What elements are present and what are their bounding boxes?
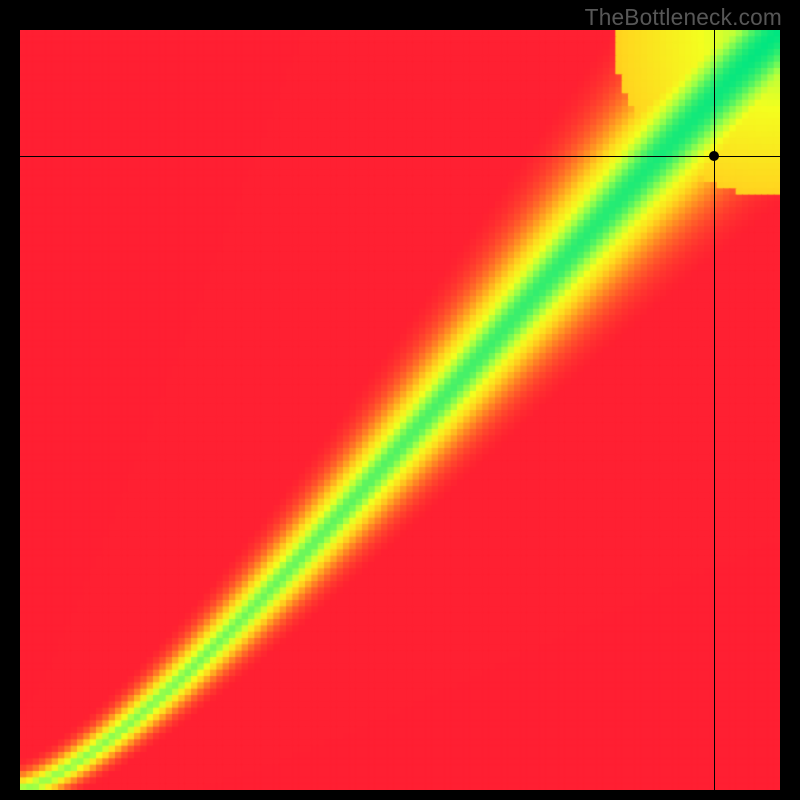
plot-area [20,30,780,790]
bottleneck-heatmap [20,30,780,790]
selection-marker [709,151,719,161]
crosshair-vertical [714,30,715,790]
watermark-text: TheBottleneck.com [585,4,782,31]
crosshair-horizontal [20,156,780,157]
chart-container: TheBottleneck.com [0,0,800,800]
